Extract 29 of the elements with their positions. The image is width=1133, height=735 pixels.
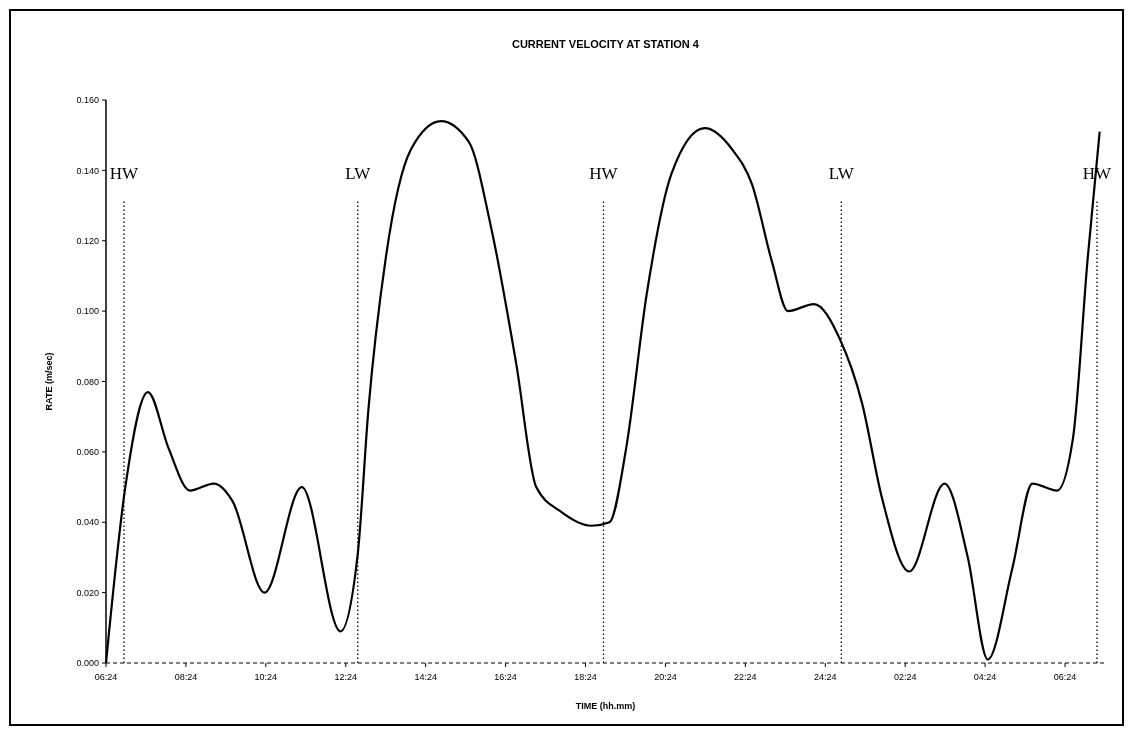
x-tick-label: 02:24 (893, 672, 917, 682)
y-tick-label: 0.160 (76, 95, 99, 106)
x-tick-label: 10:24 (254, 672, 278, 682)
y-tick-label: 0.000 (76, 658, 99, 669)
x-axis-title: TIME (hh.mm) (575, 701, 636, 711)
y-tick-label: 0.060 (76, 447, 99, 458)
chart-title: CURRENT VELOCITY AT STATION 4 (511, 38, 700, 50)
x-tick-label: 20:24 (654, 672, 677, 682)
y-tick-label: 0.020 (76, 587, 99, 598)
x-tick-label: 12:24 (334, 672, 358, 682)
x-tick-label: 18:24 (574, 672, 597, 682)
ref-line-label: LW (345, 164, 372, 184)
x-tick-label: 16:24 (494, 672, 517, 682)
x-tick-label: 14:24 (414, 672, 437, 682)
ref-line-label: LW (828, 164, 855, 184)
x-tick-label: 04:24 (973, 672, 997, 682)
x-tick-label: 06:24 (94, 672, 118, 682)
y-tick-label: 0.100 (76, 306, 99, 317)
y-axis-title: RATE (m/sec) (44, 352, 54, 411)
y-tick-label: 0.140 (76, 165, 99, 176)
x-tick-label: 06:24 (1053, 672, 1077, 682)
x-tick-label: 08:24 (174, 672, 198, 682)
x-tick-label: 24:24 (814, 672, 837, 682)
y-tick-label: 0.080 (76, 376, 99, 387)
y-tick-label: 0.120 (76, 235, 99, 246)
x-tick-label: 22:24 (734, 672, 757, 682)
y-tick-label: 0.040 (76, 517, 99, 528)
ref-line-label: HW (589, 164, 619, 184)
ref-line-label: HW (109, 164, 140, 184)
